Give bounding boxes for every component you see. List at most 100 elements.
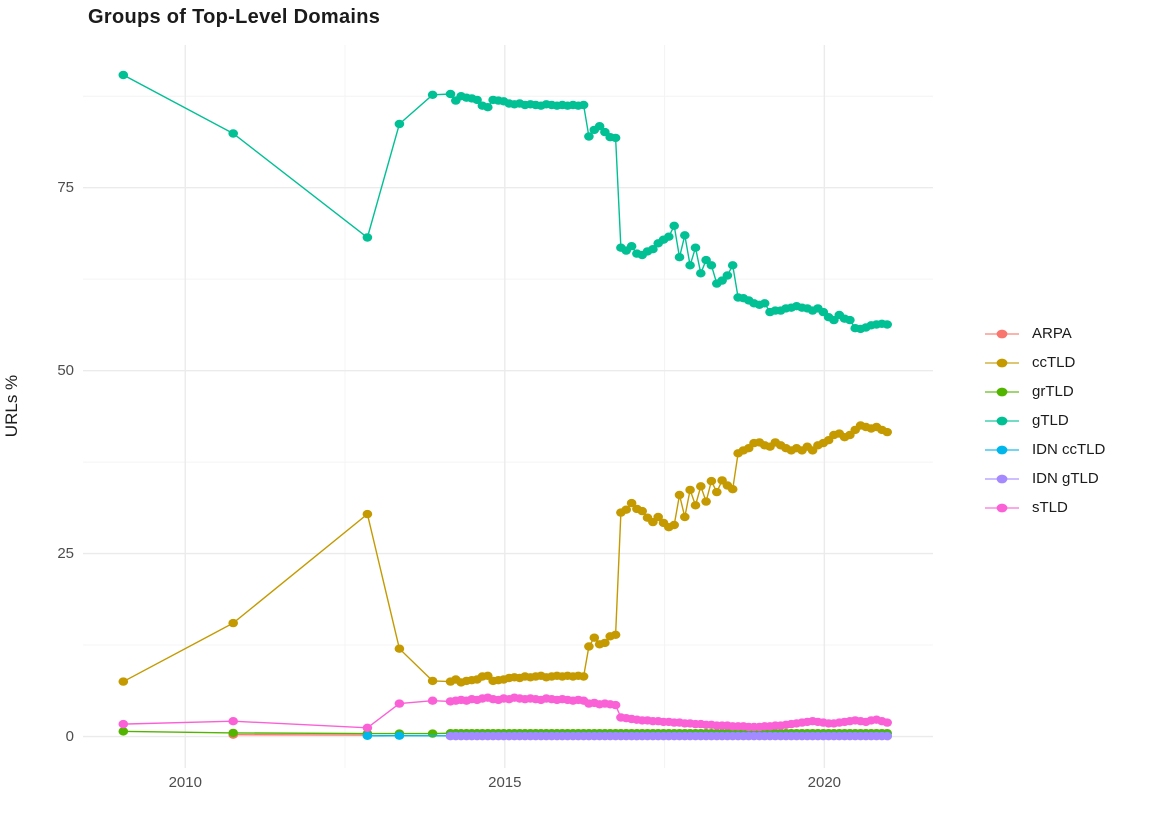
series-point-ccTLD bbox=[882, 427, 892, 437]
legend-key-dot bbox=[996, 358, 1008, 367]
legend: ARPA ccTLD grTLD gTLD IDN ccTLD IDN gTLD sTLD bbox=[984, 319, 1105, 522]
y-axis-tick-label: 75 bbox=[57, 178, 74, 196]
series-point-ccTLD bbox=[680, 512, 690, 522]
legend-key-dot bbox=[996, 474, 1008, 483]
series-point-sTLD bbox=[228, 717, 238, 726]
series-point-gTLD bbox=[228, 129, 238, 138]
series-point-gTLD bbox=[882, 320, 892, 329]
series-point-ccTLD bbox=[712, 487, 722, 497]
series-point-ccTLD bbox=[362, 509, 373, 519]
series-point-gTLD bbox=[472, 95, 482, 105]
series-point-gTLD bbox=[727, 261, 738, 270]
series-point-ccTLD bbox=[674, 490, 685, 500]
legend-item-gTLD: gTLD bbox=[984, 406, 1105, 435]
legend-item-ARPA: ARPA bbox=[984, 319, 1105, 348]
series-point-ccTLD bbox=[600, 638, 610, 648]
series-point-gTLD bbox=[664, 232, 674, 241]
legend-item-ccTLD: ccTLD bbox=[984, 348, 1105, 377]
series-point-ccTLD bbox=[669, 520, 679, 530]
series-point-gTLD bbox=[759, 299, 770, 308]
series-point-gTLD bbox=[690, 243, 701, 252]
series-point-ccTLD bbox=[584, 642, 594, 651]
series-point-gTLD bbox=[610, 133, 621, 143]
legend-item-sTLD: sTLD bbox=[984, 493, 1105, 522]
series-point-gTLD bbox=[626, 242, 637, 251]
series-point-IDN-ccTLD bbox=[394, 731, 405, 740]
legend-key-icon bbox=[985, 387, 1019, 396]
legend-key-icon bbox=[985, 358, 1019, 367]
legend-key-dot bbox=[996, 329, 1008, 338]
series-point-ccTLD bbox=[228, 618, 238, 628]
series-point-ccTLD bbox=[578, 672, 589, 681]
legend-label: ARPA bbox=[1032, 325, 1072, 342]
series-point-ccTLD bbox=[626, 498, 637, 508]
series-point-ccTLD bbox=[696, 482, 706, 491]
series-point-gTLD bbox=[584, 132, 594, 141]
series-point-gTLD bbox=[845, 315, 855, 325]
legend-key-icon bbox=[985, 474, 1019, 483]
series-point-grTLD bbox=[118, 727, 129, 736]
series-point-ccTLD bbox=[706, 476, 717, 486]
legend-item-IDN-gTLD: IDN gTLD bbox=[984, 464, 1105, 493]
legend-key-dot bbox=[996, 387, 1008, 396]
series-point-gTLD bbox=[118, 70, 129, 80]
legend-label: sTLD bbox=[1032, 499, 1068, 516]
series-point-gTLD bbox=[680, 231, 690, 240]
series-point-grTLD bbox=[228, 728, 238, 738]
legend-label: IDN gTLD bbox=[1032, 470, 1099, 487]
legend-label: ccTLD bbox=[1032, 354, 1076, 371]
legend-key-icon bbox=[985, 445, 1019, 454]
legend-key-icon bbox=[985, 416, 1019, 425]
series-point-gTLD bbox=[578, 100, 589, 110]
y-axis-tick-label: 0 bbox=[65, 727, 74, 745]
x-axis-tick-label: 2020 bbox=[807, 774, 842, 791]
series-point-IDN-ccTLD bbox=[362, 731, 373, 740]
series-point-gTLD bbox=[394, 119, 405, 129]
series-point-gTLD bbox=[674, 253, 685, 262]
series-point-gTLD bbox=[483, 103, 493, 112]
legend-label: gTLD bbox=[1032, 412, 1069, 429]
series-point-ccTLD bbox=[701, 497, 711, 506]
series-point-ccTLD bbox=[427, 676, 438, 686]
series-point-ccTLD bbox=[653, 512, 663, 522]
x-axis-tick-label: 2010 bbox=[168, 774, 202, 791]
y-axis-tick-label: 25 bbox=[57, 544, 74, 562]
x-axis-tick-label: 2015 bbox=[488, 774, 522, 791]
series-point-gTLD bbox=[648, 245, 658, 254]
series-point-sTLD bbox=[118, 719, 129, 729]
legend-key-dot bbox=[996, 503, 1008, 512]
series-point-gTLD bbox=[362, 233, 373, 242]
legend-key-icon bbox=[985, 329, 1019, 338]
series-point-sTLD bbox=[882, 718, 892, 727]
series-point-ccTLD bbox=[685, 485, 695, 495]
series-point-gTLD bbox=[696, 269, 706, 278]
legend-item-IDN-ccTLD: IDN ccTLD bbox=[984, 435, 1105, 464]
series-point-ccTLD bbox=[727, 485, 738, 494]
series-point-sTLD bbox=[362, 723, 373, 732]
legend-key-dot bbox=[996, 416, 1008, 425]
legend-key-icon bbox=[985, 503, 1019, 512]
legend-label: IDN ccTLD bbox=[1032, 441, 1106, 458]
series-point-IDN-gTLD bbox=[882, 732, 892, 741]
series-point-ccTLD bbox=[621, 505, 631, 514]
y-axis-tick-label: 50 bbox=[57, 361, 74, 379]
series-point-gTLD bbox=[706, 261, 717, 270]
series-point-sTLD bbox=[394, 699, 405, 708]
series-point-ccTLD bbox=[589, 633, 600, 642]
series-point-sTLD bbox=[427, 696, 438, 705]
series-point-gTLD bbox=[427, 90, 438, 100]
chart-title: Groups of Top-Level Domains bbox=[88, 6, 381, 28]
series-point-gTLD bbox=[445, 89, 456, 99]
series-point-ccTLD bbox=[394, 644, 405, 653]
series-point-ccTLD bbox=[610, 630, 621, 639]
series-point-grTLD bbox=[427, 729, 438, 738]
series-point-gTLD bbox=[669, 221, 679, 230]
series-point-sTLD bbox=[610, 700, 621, 710]
series-point-ccTLD bbox=[637, 506, 647, 516]
series-point-gTLD bbox=[722, 271, 733, 280]
y-axis-title: URLs % bbox=[2, 374, 21, 438]
legend-key-dot bbox=[996, 445, 1008, 454]
legend-label: grTLD bbox=[1032, 383, 1074, 400]
